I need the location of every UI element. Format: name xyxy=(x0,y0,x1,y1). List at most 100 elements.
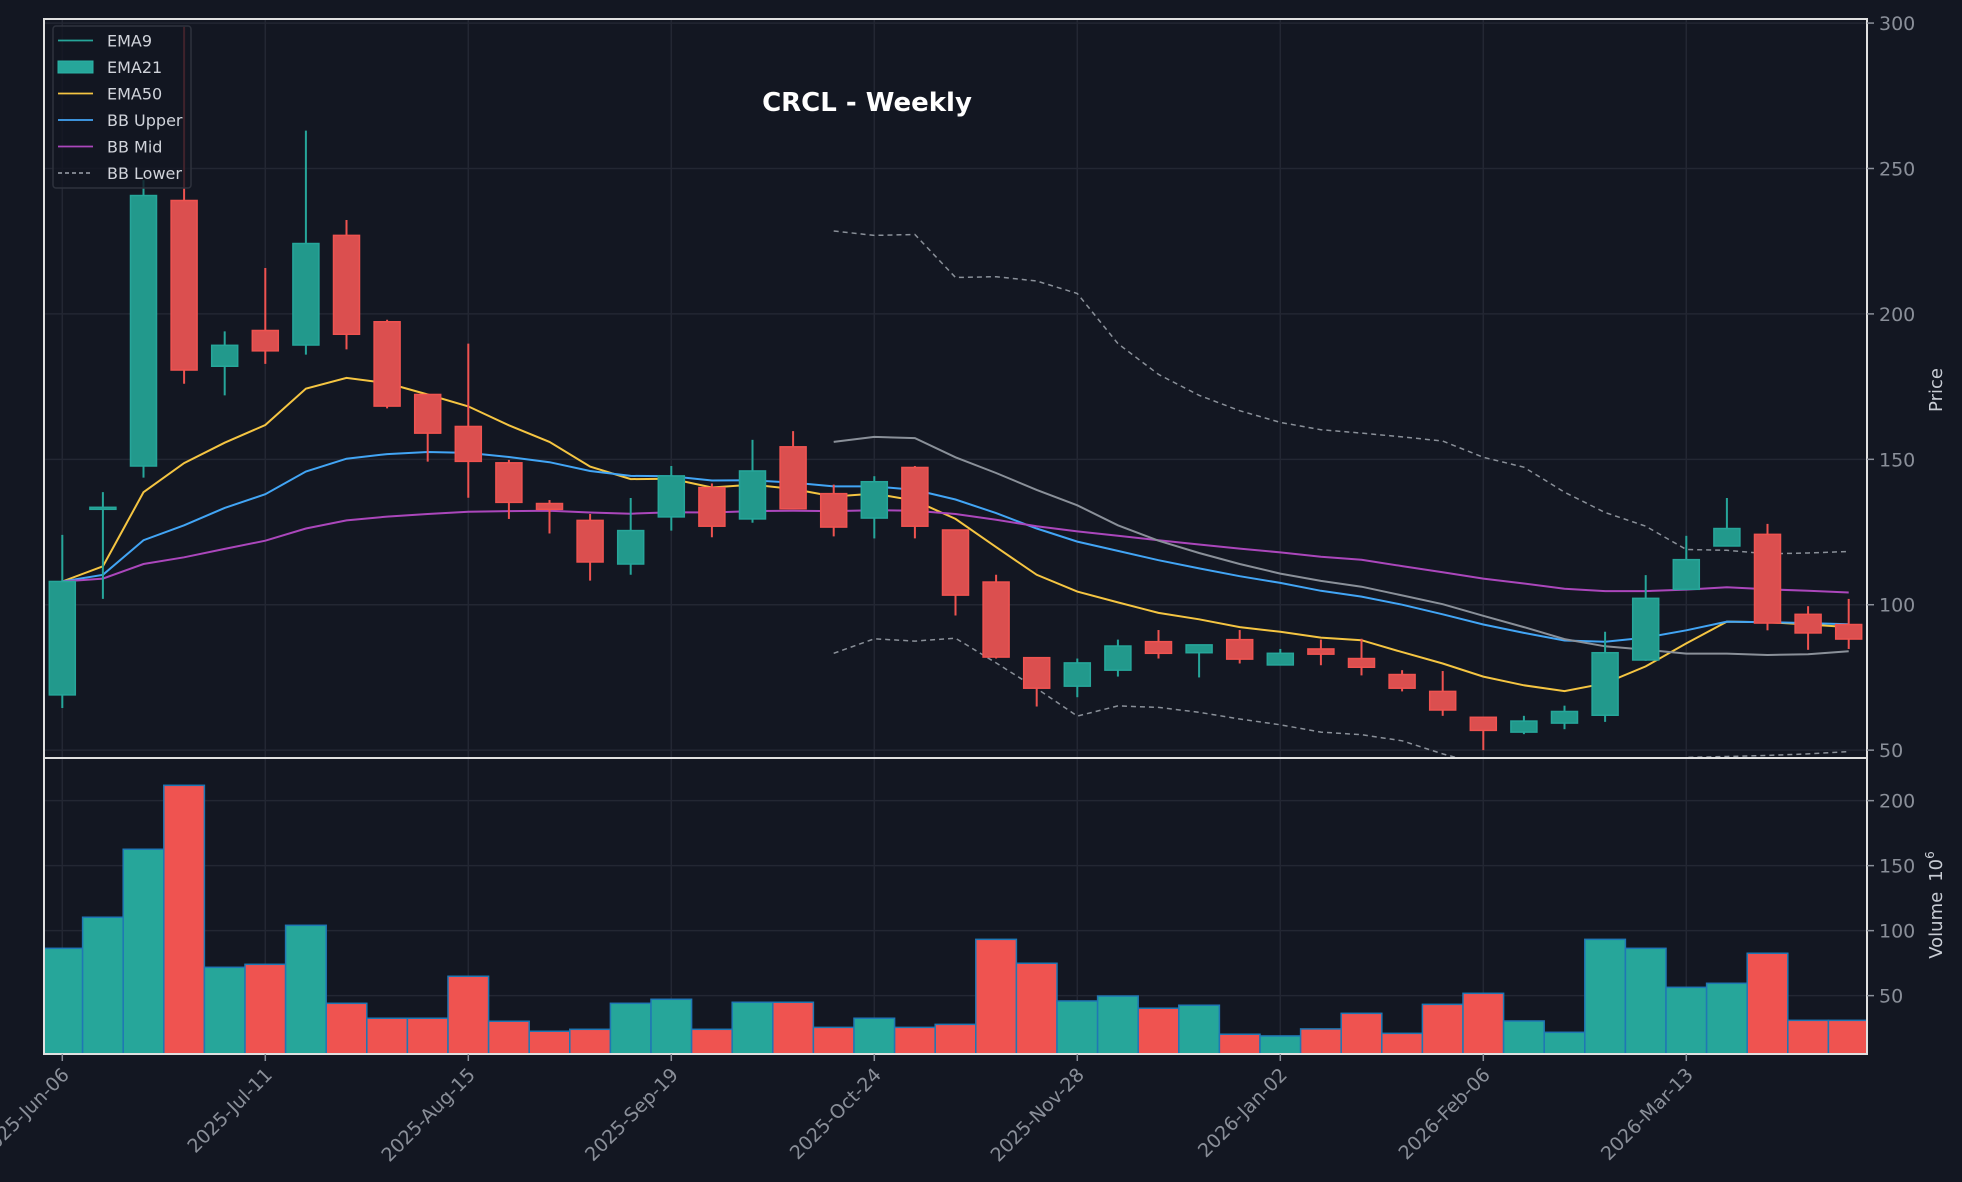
candle xyxy=(1591,631,1619,722)
price-tick-label: 250 xyxy=(1879,158,1915,180)
volume-bar xyxy=(609,1002,652,1054)
candle-body xyxy=(698,486,726,527)
candle-body xyxy=(1144,640,1173,655)
candle-body xyxy=(373,321,401,407)
volume-bar xyxy=(1584,938,1627,1054)
price-tick-label: 50 xyxy=(1879,740,1903,762)
candle xyxy=(779,431,807,510)
candle xyxy=(1347,638,1376,676)
volume-bar xyxy=(1746,952,1789,1054)
candle xyxy=(292,130,320,355)
candle xyxy=(698,483,726,538)
candle-body xyxy=(48,580,77,696)
candle xyxy=(1144,630,1173,659)
legend-label: EMA9 xyxy=(107,32,152,51)
volume-bar xyxy=(812,1026,855,1054)
candle-body xyxy=(941,529,970,596)
candle-body xyxy=(89,506,117,511)
candle xyxy=(1550,705,1579,730)
candle-body xyxy=(1104,645,1132,671)
candle-body xyxy=(1225,638,1254,660)
indicator-line-1 xyxy=(62,450,1849,643)
legend-swatch-patch xyxy=(57,60,94,74)
volume-bar xyxy=(1462,992,1505,1054)
candle xyxy=(982,574,1010,659)
volume-tick-label: 150 xyxy=(1879,856,1915,878)
candle-body xyxy=(1063,662,1092,687)
candle-body xyxy=(1591,651,1619,716)
candle-body xyxy=(454,425,483,463)
candle xyxy=(1794,606,1822,650)
legend-item: BB Upper xyxy=(58,111,183,130)
candle-body xyxy=(251,329,280,352)
candle xyxy=(941,529,970,616)
volume-bar xyxy=(81,916,124,1054)
volume-bar xyxy=(731,1001,774,1054)
volume-bar xyxy=(1665,986,1708,1054)
candle-body xyxy=(1022,656,1051,689)
volume-bar xyxy=(366,1017,409,1054)
candle xyxy=(251,267,280,364)
candle xyxy=(1063,658,1092,698)
candle xyxy=(1834,598,1863,649)
volume-bars xyxy=(44,784,1867,1054)
candle xyxy=(332,219,361,350)
candle xyxy=(495,459,523,519)
volume-bar xyxy=(1787,1019,1830,1054)
legend-item: EMA21 xyxy=(57,58,162,77)
volume-bar xyxy=(1421,1003,1464,1054)
candle-body xyxy=(616,529,645,565)
svg-text:Volume106: Volume 106 xyxy=(1923,851,1947,959)
candle xyxy=(210,331,239,396)
volume-bar xyxy=(406,1017,449,1054)
volume-bar xyxy=(1015,962,1058,1054)
legend-label: BB Upper xyxy=(107,111,183,130)
candle xyxy=(1266,648,1295,666)
candle xyxy=(129,180,158,478)
volume-tick-label: 200 xyxy=(1879,791,1915,813)
volume-bar xyxy=(284,924,327,1054)
candle xyxy=(1388,670,1416,692)
volume-tick-label: 100 xyxy=(1879,921,1915,943)
legend-item: BB Mid xyxy=(58,138,162,157)
legend-item: BB Lower xyxy=(58,164,182,183)
candle xyxy=(576,513,604,581)
volume-bar xyxy=(1137,1007,1180,1054)
candle-body xyxy=(1266,652,1295,666)
volume-bar xyxy=(1543,1031,1586,1054)
candle-body xyxy=(657,475,686,518)
volume-panel-frame xyxy=(43,757,1868,1055)
volume-bar xyxy=(893,1026,936,1054)
candle-body xyxy=(1185,644,1213,654)
axes-frames xyxy=(43,18,1868,1055)
candles xyxy=(48,26,1863,751)
volume-label: Volume xyxy=(1926,892,1947,959)
volume-bar xyxy=(772,1001,815,1054)
volume-bar xyxy=(1299,1028,1342,1054)
candle-body xyxy=(901,466,929,527)
candle-body xyxy=(860,480,889,519)
candle xyxy=(1225,630,1254,664)
volume-bar xyxy=(163,784,206,1054)
volume-bar xyxy=(122,848,165,1054)
candle xyxy=(1510,715,1538,735)
candle-body xyxy=(413,393,442,434)
candle xyxy=(901,466,929,539)
price-tick-label: 150 xyxy=(1879,449,1915,471)
candle xyxy=(1307,639,1335,666)
volume-bar xyxy=(1056,1000,1099,1054)
candle xyxy=(657,466,686,531)
volume-bar xyxy=(1502,1020,1545,1054)
candle xyxy=(860,476,889,539)
volume-bar xyxy=(1096,995,1139,1054)
volume-bar xyxy=(975,938,1018,1054)
volume-bar xyxy=(1705,982,1748,1054)
volume-bar xyxy=(447,975,490,1054)
legend-item: EMA9 xyxy=(58,32,152,51)
candle xyxy=(1185,644,1213,678)
candle-body xyxy=(576,519,604,563)
candle-body xyxy=(332,234,361,336)
indicator-line-5 xyxy=(833,637,1849,758)
volume-bar xyxy=(569,1028,612,1054)
indicator-line-2 xyxy=(62,509,1849,594)
